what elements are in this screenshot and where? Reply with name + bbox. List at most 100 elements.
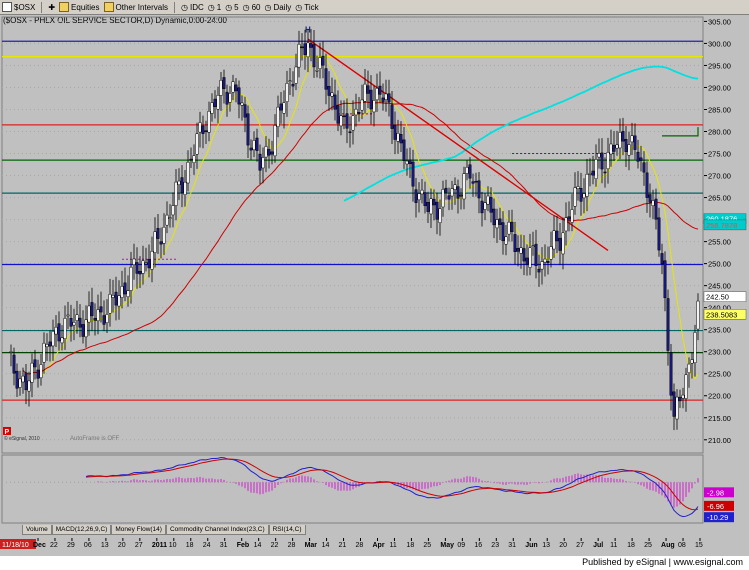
candle-body — [432, 198, 436, 206]
interval-tick-button[interactable]: ◷ Tick — [295, 3, 318, 12]
candle-body — [288, 80, 292, 82]
candle-body — [285, 83, 289, 102]
candle-body — [315, 69, 319, 72]
macd-value-box — [704, 512, 734, 523]
candle-body — [438, 208, 442, 223]
candle-body — [204, 130, 208, 133]
candle-body — [693, 332, 697, 363]
candle-body — [375, 88, 379, 101]
candle-body — [198, 122, 202, 133]
price-tick-label: 295.00 — [708, 61, 731, 70]
candle-body — [552, 230, 556, 250]
candle-body — [483, 202, 487, 210]
moving-averages — [22, 55, 699, 380]
date-label: 29 — [67, 542, 75, 549]
candle-body — [378, 85, 382, 95]
other-intervals-button[interactable]: Other Intervals — [103, 2, 168, 12]
candle-body — [660, 253, 664, 265]
candle-body — [303, 43, 307, 55]
candle-body — [324, 68, 328, 90]
candle-body — [123, 282, 127, 295]
candle-body — [78, 317, 82, 328]
date-label: 27 — [576, 542, 584, 549]
symbol-button[interactable]: $OSX — [2, 2, 35, 12]
candle-body — [84, 319, 88, 338]
candle-body — [102, 315, 106, 325]
candle-body — [453, 184, 457, 190]
candle-body — [120, 286, 124, 298]
price-tick-label: 275.00 — [708, 150, 731, 159]
candle-body — [306, 42, 310, 58]
candle-body — [468, 164, 472, 179]
price-tick-label: 265.00 — [708, 194, 731, 203]
interval-daily-button[interactable]: ◷ Daily — [265, 3, 292, 12]
candle-body — [186, 161, 190, 184]
price-tick-label: 250.00 — [708, 260, 731, 269]
candle-body — [330, 92, 334, 97]
folder-icon — [59, 2, 70, 12]
candle-body — [348, 131, 352, 134]
interval-60-button[interactable]: ◷ 60 — [243, 3, 261, 12]
candle-body — [117, 295, 121, 307]
separator — [173, 1, 175, 13]
candle-body — [168, 217, 172, 219]
candle-body — [642, 162, 646, 173]
candle-body — [492, 208, 496, 226]
plus-icon: ✚ — [48, 2, 56, 12]
candle-body — [156, 228, 160, 239]
corner-marker: P — [5, 429, 10, 436]
candle-body — [297, 44, 301, 68]
candle-body — [264, 146, 268, 158]
candle-body — [144, 262, 148, 265]
macd-signal-line — [85, 458, 699, 511]
interval-idc-button[interactable]: ◷ IDC — [181, 3, 204, 12]
price-chart[interactable]: ($OSX - PHLX OIL SERVICE SECTOR,D) Dynam… — [0, 15, 749, 555]
candle-body — [441, 189, 445, 208]
candle-body — [627, 144, 631, 156]
annotations: HP — [3, 25, 311, 436]
candle-body — [96, 309, 100, 322]
macd-panel: -2.98 -6.96 -10.29 — [2, 456, 734, 523]
candle-body — [141, 260, 145, 274]
candle-body — [294, 66, 298, 84]
interval-1-button[interactable]: ◷ 1 — [208, 3, 221, 12]
candle-body — [486, 195, 490, 205]
candle-body — [255, 137, 259, 151]
candle-body — [636, 151, 640, 162]
interval-5-button[interactable]: ◷ 5 — [225, 3, 238, 12]
price-tag-box — [703, 219, 747, 231]
candle-body — [426, 202, 430, 212]
candle-body — [243, 104, 247, 118]
date-label: 31 — [220, 542, 228, 549]
tab-volume[interactable]: Volume — [22, 525, 52, 535]
equities-label: Equities — [71, 2, 100, 12]
candle-body — [72, 322, 76, 326]
candle-body — [525, 257, 529, 265]
candle-body — [87, 305, 91, 323]
tab-money-flow[interactable]: Money Flow(14) — [111, 525, 166, 535]
tab-cci[interactable]: Commodity Channel Index(23,C) — [165, 525, 269, 535]
equities-button[interactable]: Equities — [59, 2, 100, 12]
candle-body — [357, 112, 361, 114]
candle-body — [510, 221, 514, 232]
candle-body — [60, 337, 64, 344]
candle-body — [273, 125, 277, 157]
candle-body — [228, 93, 232, 103]
candle-body — [195, 133, 199, 155]
candle-body — [177, 180, 181, 185]
tab-rsi[interactable]: RSI(14,C) — [268, 525, 306, 535]
price-tick-label: 255.00 — [708, 238, 731, 247]
tab-macd[interactable]: MACD(12,26,9,C) — [51, 525, 112, 535]
add-button[interactable]: ✚ — [48, 3, 55, 12]
candle-body — [612, 144, 616, 152]
date-label: 18 — [627, 542, 635, 549]
candle-body — [402, 139, 406, 162]
candle-body — [462, 173, 466, 200]
candle-body — [108, 293, 112, 314]
candlesticks — [9, 28, 700, 431]
candle-body — [267, 149, 271, 156]
candle-body — [336, 105, 340, 124]
candle-body — [630, 135, 634, 143]
toolbar: $OSX ✚ Equities Other Intervals ◷ IDC ◷ 1 … — [0, 0, 749, 15]
candle-body — [696, 300, 700, 330]
